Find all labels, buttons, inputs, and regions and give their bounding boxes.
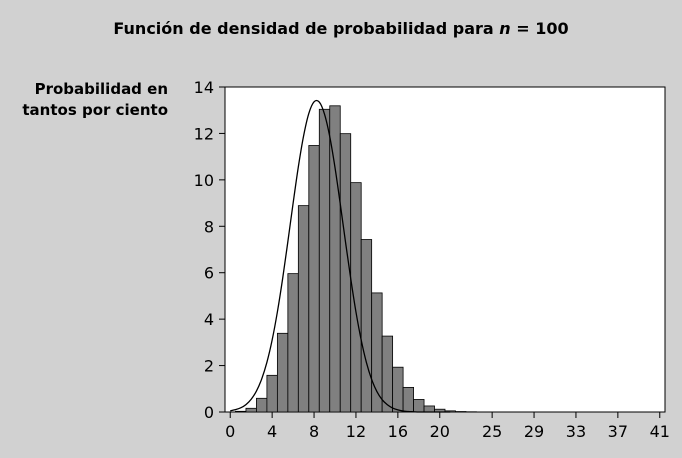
chart-title-variable: n [499,19,511,38]
x-tick-label: 12 [346,422,366,441]
y-tick-label: 0 [204,403,214,422]
x-tick-label: 20 [430,422,450,441]
bar [371,292,383,413]
bar [308,145,320,413]
x-axis: 0 4 8 12 16 20 25 29 33 37 41 [225,412,670,441]
y-tick-label: 4 [204,310,214,329]
x-tick-label: 4 [267,422,277,441]
bar [287,273,299,413]
bar [392,366,404,413]
y-axis-label: Probabilidad en tantos por ciento [0,79,168,121]
x-tick-label: 41 [650,422,670,441]
x-tick-label: 8 [309,422,319,441]
bar [235,410,247,413]
chart-title: Función de densidad de probabilidad para… [0,19,682,38]
y-tick-label: 12 [194,124,214,143]
bar [423,405,435,413]
chart-title-prefix: Función de densidad de probabilidad para [113,19,500,38]
x-tick-label: 16 [388,422,408,441]
bar [245,407,257,413]
bar [256,397,268,413]
y-tick-label: 8 [204,217,214,236]
y-tick-label: 10 [194,171,214,190]
bar [413,399,425,413]
x-tick-label: 0 [225,422,235,441]
bar [276,332,289,413]
bar [402,386,414,413]
bar [360,239,373,413]
y-axis-label-line1: Probabilidad en [34,80,168,98]
bar [318,108,331,413]
bar [297,205,310,413]
y-tick-label: 2 [204,357,214,376]
chart-title-suffix: = 100 [510,19,569,38]
x-tick-label: 25 [482,422,502,441]
bar [329,105,341,413]
y-tick-label: 14 [194,78,214,97]
bar [266,374,278,413]
bars-group [235,105,477,413]
y-tick-label: 6 [204,264,214,283]
y-axis: 0 2 4 6 8 10 12 14 [194,78,225,422]
x-tick-label: 29 [524,422,544,441]
density-curve [230,99,451,413]
x-tick-label: 37 [608,422,628,441]
bar [339,133,352,413]
y-axis-label-line2: tantos por ciento [22,101,168,119]
x-tick-label: 33 [566,422,586,441]
bar [350,182,362,413]
